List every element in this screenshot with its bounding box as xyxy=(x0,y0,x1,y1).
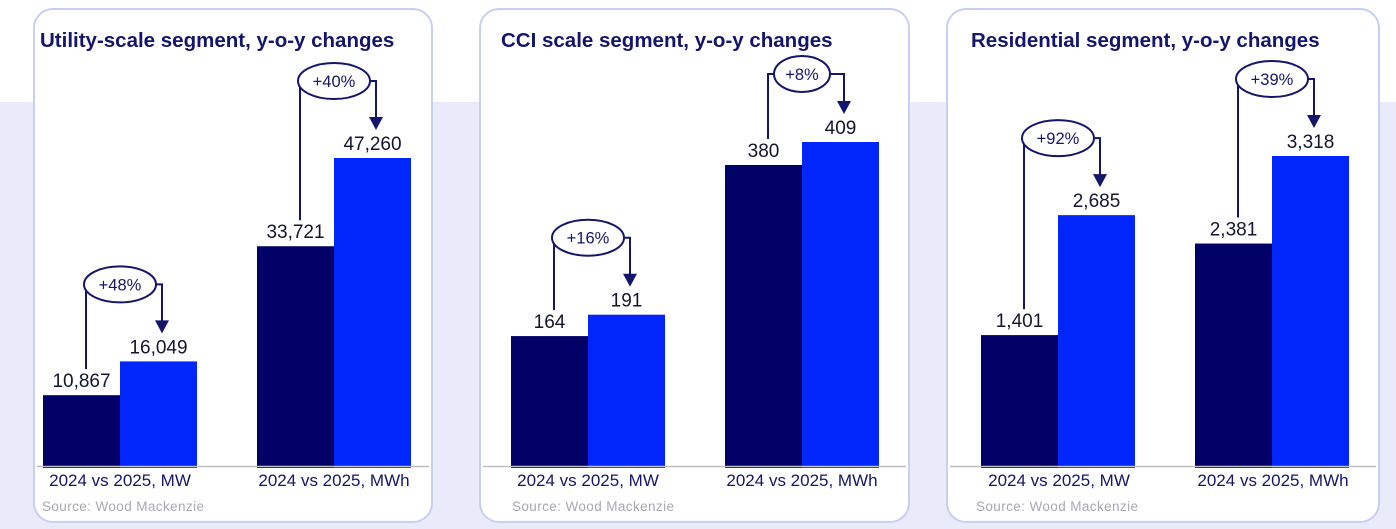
pct-change-oval xyxy=(83,265,157,304)
arrowhead-down-icon xyxy=(837,101,851,114)
chart-title: Utility-scale segment, y-o-y changes xyxy=(40,29,395,52)
pct-change-label: +16% xyxy=(567,230,610,248)
x-axis-group-label-mwh: 2024 vs 2025, MWh xyxy=(258,471,410,490)
x-axis-group-label-mwh: 2024 vs 2025, MWh xyxy=(1197,471,1349,490)
panel-utility-scale: 10,867 16,049 +48% 33,721 47,260 +40% Utility… xyxy=(33,8,433,523)
x-axis-group-label-mw: 2024 vs 2025, MW xyxy=(49,471,191,490)
residential-bar-chart: 1,401 2,685 +92% 2,381 3,318 +39% xyxy=(950,60,1376,468)
bar-2024 xyxy=(43,395,120,468)
bar-2024 xyxy=(725,164,802,469)
annotation-connector-line xyxy=(1237,78,1272,218)
arrowhead-down-icon xyxy=(1307,115,1321,128)
pct-change-label: +39% xyxy=(1251,71,1294,89)
arrowhead-down-icon xyxy=(623,273,637,287)
arrowhead-down-icon xyxy=(155,320,169,334)
bar-2024 xyxy=(511,336,588,468)
chart-title: Residential segment, y-o-y changes xyxy=(971,29,1320,52)
source-note: Source: Wood Mackenzie xyxy=(976,499,1139,514)
bar-2025 xyxy=(1058,215,1135,468)
x-axis-group-label-mwh: 2024 vs 2025, MWh xyxy=(726,471,878,490)
bar-value-label-2025: 3,318 xyxy=(1287,132,1335,153)
bar-2025 xyxy=(334,158,411,468)
bar-value-label-2025: 409 xyxy=(825,118,857,139)
bar-2024 xyxy=(257,246,334,468)
chart-title: CCI scale segment, y-o-y changes xyxy=(501,29,833,52)
bar-2024 xyxy=(1195,243,1272,468)
panel-residential: 1,401 2,685 +92% 2,381 3,318 +39% Residential… xyxy=(946,8,1380,523)
bar-2025 xyxy=(1272,156,1349,468)
utility-scale-bar-chart: 10,867 16,049 +48% 33,721 47,260 +40% xyxy=(37,62,429,468)
bar-value-label-2024: 1,401 xyxy=(996,311,1044,332)
source-note: Source: Wood Mackenzie xyxy=(512,499,675,514)
pct-change-oval xyxy=(773,55,831,93)
bar-value-label-2025: 2,685 xyxy=(1073,191,1121,212)
bar-value-label-2024: 2,381 xyxy=(1210,220,1258,241)
arrowhead-down-icon xyxy=(369,117,383,130)
x-axis-group-label-mw: 2024 vs 2025, MW xyxy=(517,471,659,490)
bar-value-label-2025: 47,260 xyxy=(343,134,401,155)
bar-value-label-2025: 16,049 xyxy=(129,337,187,358)
bar-2025 xyxy=(120,361,197,468)
annotation-connector-line xyxy=(299,80,334,221)
x-axis-group-label-mw: 2024 vs 2025, MW xyxy=(988,471,1130,490)
bar-value-label-2024: 10,867 xyxy=(52,371,110,392)
bar-2025 xyxy=(802,142,879,468)
bar-value-label-2025: 191 xyxy=(611,291,643,312)
pct-change-oval xyxy=(297,62,371,100)
bar-2025 xyxy=(588,314,665,468)
annotation-connector-line xyxy=(1023,137,1058,310)
pct-change-label: +92% xyxy=(1037,130,1080,148)
pct-change-label: +40% xyxy=(313,73,356,91)
panel-cci-scale: 164 191 +16% 380 409 +8% CCI scale segment, y… xyxy=(479,8,910,523)
bar-value-label-2024: 164 xyxy=(534,312,566,333)
cci-scale-bar-chart: 164 191 +16% 380 409 +8% xyxy=(483,55,906,469)
pct-change-label: +48% xyxy=(99,276,142,294)
bar-value-label-2024: 380 xyxy=(748,141,780,162)
pct-change-oval xyxy=(1021,119,1095,158)
pct-change-label: +8% xyxy=(785,66,819,84)
pct-change-oval xyxy=(1235,60,1309,98)
source-note: Source: Wood Mackenzie xyxy=(42,499,205,514)
pct-change-oval xyxy=(551,218,625,257)
bar-2024 xyxy=(981,335,1058,468)
arrowhead-down-icon xyxy=(1093,174,1107,188)
bar-value-label-2024: 33,721 xyxy=(266,222,324,243)
